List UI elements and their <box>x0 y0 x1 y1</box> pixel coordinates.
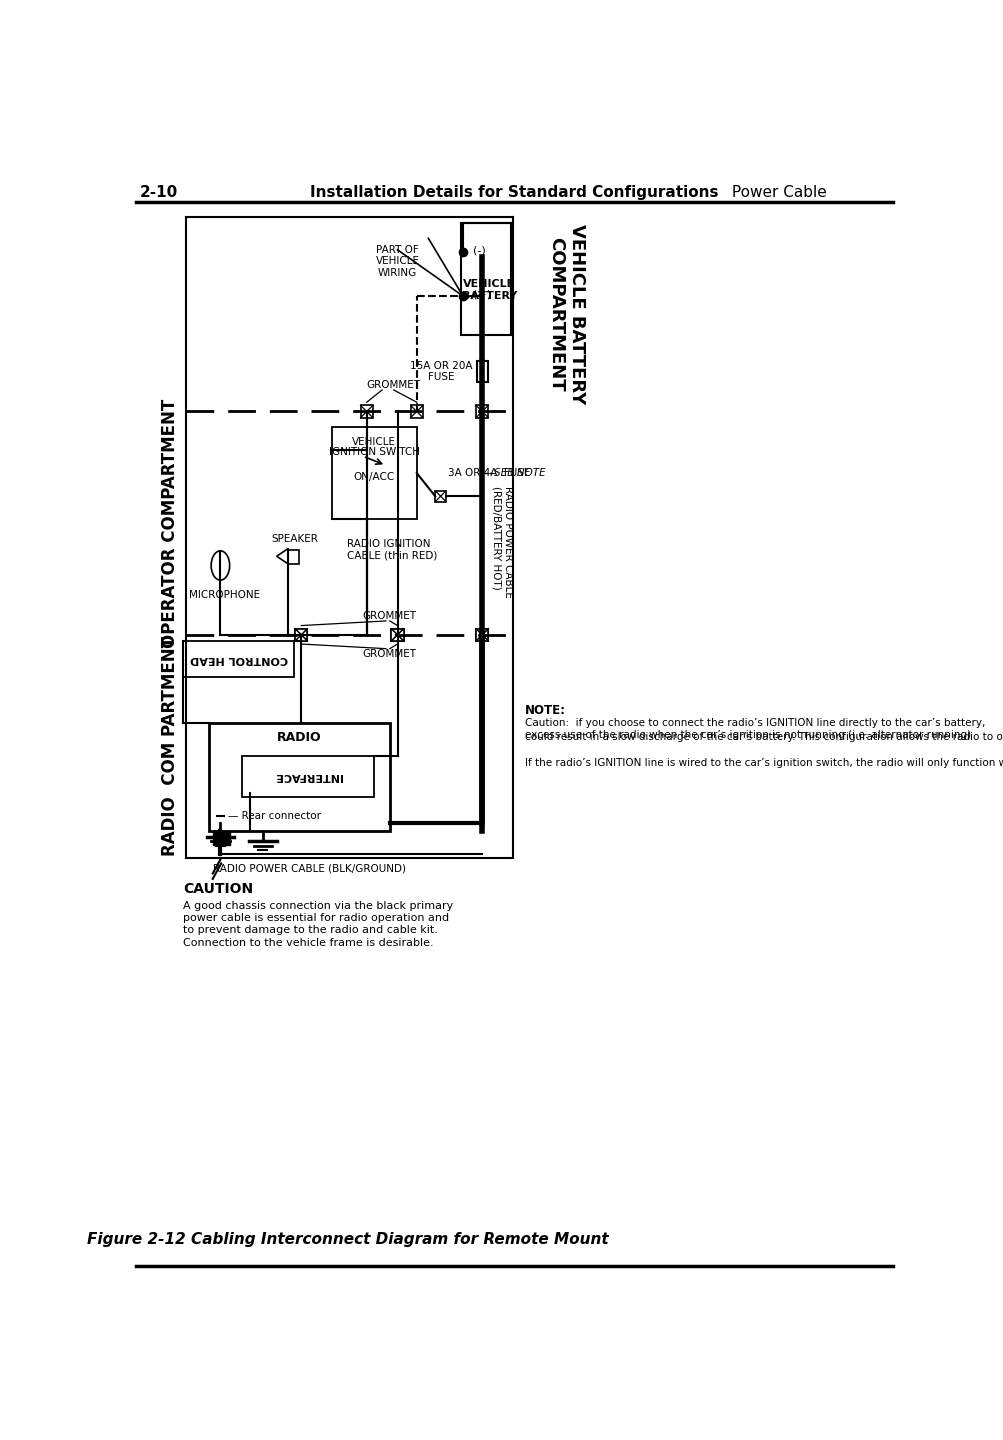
Text: (+): (+) <box>472 289 490 300</box>
Text: OPERATOR COMPARTMENT: OPERATOR COMPARTMENT <box>161 399 180 648</box>
Text: GROMMET: GROMMET <box>362 611 416 621</box>
Polygon shape <box>277 549 288 564</box>
Text: Figure 2-12 Cabling Interconnect Diagram for Remote Mount: Figure 2-12 Cabling Interconnect Diagram… <box>86 1231 608 1247</box>
Text: RADIO IGNITION
CABLE (thin RED): RADIO IGNITION CABLE (thin RED) <box>347 540 437 562</box>
Bar <box>460 223 511 334</box>
Bar <box>213 831 230 845</box>
Text: Caution:  if you choose to connect the radio’s IGNITION line directly to the car: Caution: if you choose to connect the ra… <box>524 719 984 740</box>
Text: RADIO POWER CABLE
(RED/BATTERY HOT): RADIO POWER CABLE (RED/BATTERY HOT) <box>490 487 513 599</box>
Text: VEHICLE BATTERY
COMPARTMENT: VEHICLE BATTERY COMPARTMENT <box>547 225 586 405</box>
Bar <box>475 629 487 641</box>
Text: RADIO  COM PARTMENT: RADIO COM PARTMENT <box>161 636 180 857</box>
Text: VEHICLE: VEHICLE <box>352 438 396 448</box>
Text: GROMMET: GROMMET <box>362 649 416 660</box>
Text: Installation Details for Standard Configurations: Installation Details for Standard Config… <box>310 184 718 200</box>
Text: could result in a slow discharge of the car’s battery. This configuration allows: could result in a slow discharge of the … <box>524 732 1003 742</box>
Text: Connection to the vehicle frame is desirable.: Connection to the vehicle frame is desir… <box>184 937 433 948</box>
Text: MICROPHONE: MICROPHONE <box>189 590 260 599</box>
Text: power cable is essential for radio operation and: power cable is essential for radio opera… <box>184 913 449 923</box>
Text: RADIO: RADIO <box>277 730 321 743</box>
Text: (-): (-) <box>472 246 485 255</box>
Text: Power Cable: Power Cable <box>726 184 826 200</box>
Bar <box>435 491 445 501</box>
Text: NOTE:: NOTE: <box>524 704 565 717</box>
Text: ON/ACC: ON/ACC <box>353 472 394 482</box>
Bar <box>410 405 422 418</box>
Text: GROMMET: GROMMET <box>366 380 420 390</box>
Bar <box>360 405 372 418</box>
Text: to prevent damage to the radio and cable kit.: to prevent damage to the radio and cable… <box>184 926 438 936</box>
Text: If the radio’s IGNITION line is wired to the car’s ignition switch, the radio wi: If the radio’s IGNITION line is wired to… <box>524 757 1003 768</box>
Text: IGNITION SWITCH: IGNITION SWITCH <box>329 448 419 458</box>
Text: 15A OR 20A
FUSE: 15A OR 20A FUSE <box>410 360 472 382</box>
Ellipse shape <box>211 552 230 580</box>
Text: 2-10: 2-10 <box>139 184 178 200</box>
Text: — Rear connector: — Rear connector <box>228 811 321 821</box>
Bar <box>475 629 487 641</box>
Bar <box>295 629 307 641</box>
Text: SEE NOTE: SEE NOTE <box>493 468 545 478</box>
Bar <box>476 360 487 382</box>
Bar <box>475 405 487 418</box>
Text: INTERFACE: INTERFACE <box>274 770 342 780</box>
Text: 3A OR 4A  FUSE: 3A OR 4A FUSE <box>448 468 531 478</box>
Text: VEHICLE
BATTERY: VEHICLE BATTERY <box>461 279 517 301</box>
Bar <box>288 550 299 564</box>
Text: RADIO POWER CABLE (BLK/GROUND): RADIO POWER CABLE (BLK/GROUND) <box>213 863 405 873</box>
Bar <box>332 426 416 520</box>
Bar <box>184 641 293 677</box>
Bar <box>391 629 403 641</box>
Bar <box>209 723 389 831</box>
Text: PART OF
VEHICLE
WIRING: PART OF VEHICLE WIRING <box>375 245 419 278</box>
Bar <box>391 629 403 641</box>
Text: A good chassis connection via the black primary: A good chassis connection via the black … <box>184 901 453 912</box>
Bar <box>242 756 374 796</box>
Bar <box>295 629 307 641</box>
Text: CAUTION: CAUTION <box>184 881 254 896</box>
Text: SPEAKER: SPEAKER <box>272 534 318 544</box>
Text: CONTROL HEAD: CONTROL HEAD <box>190 654 287 664</box>
